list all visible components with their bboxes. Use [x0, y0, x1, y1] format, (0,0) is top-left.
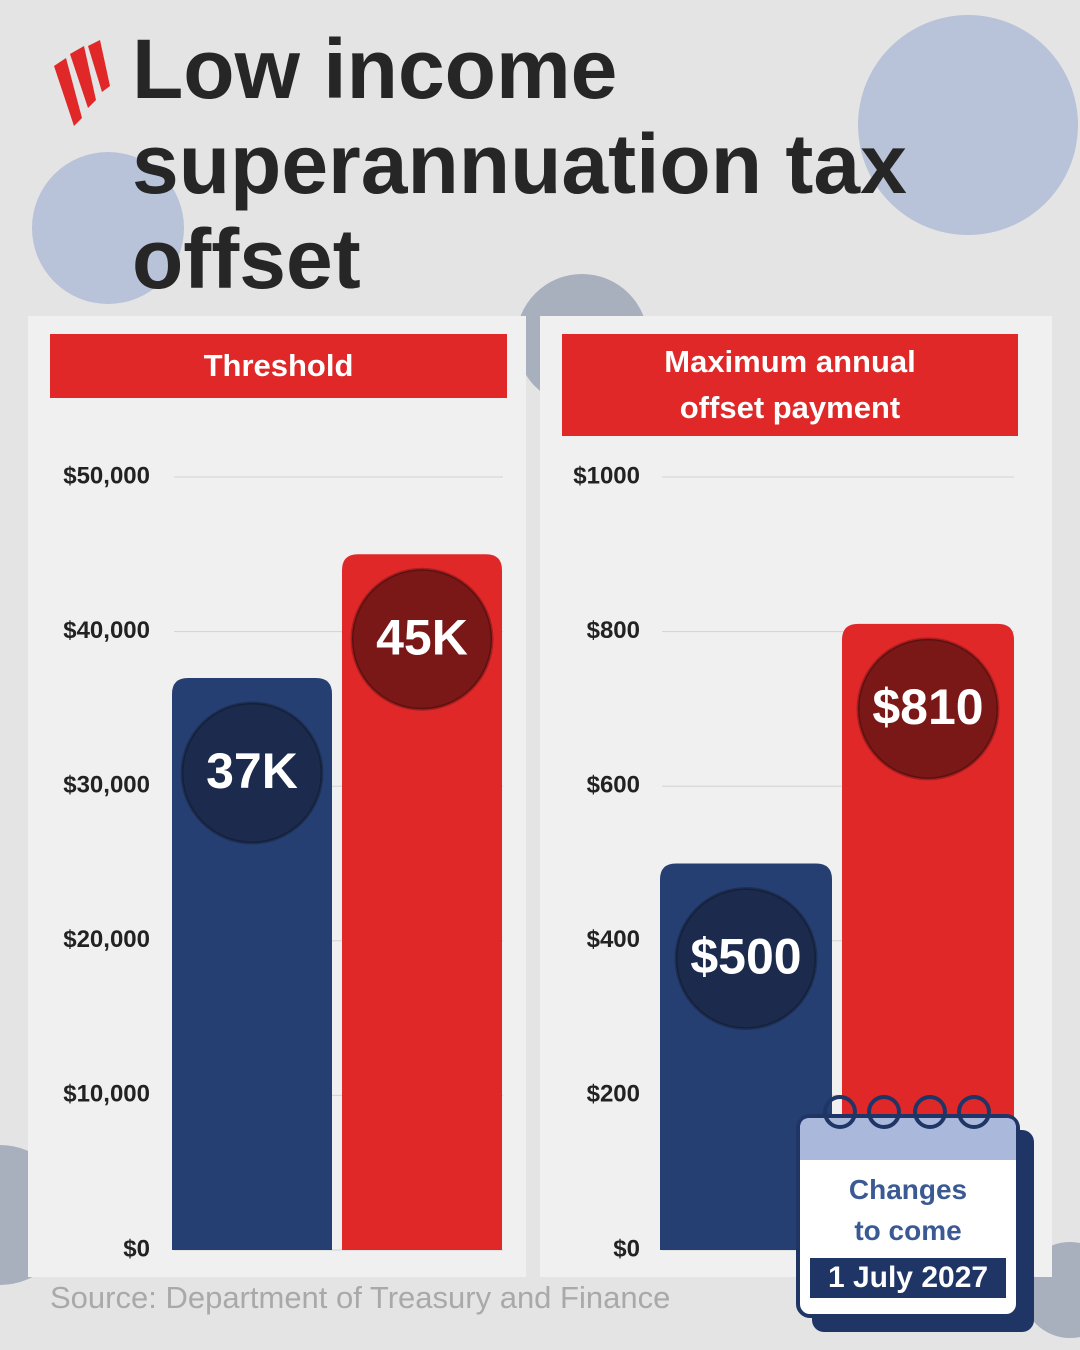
value-label: 45K	[376, 610, 468, 666]
ring	[957, 1095, 991, 1129]
y-tick-label: $400	[587, 926, 640, 953]
charts: $0 $10,000 $20,000 $30,000 $40,000 $50,000 37K…	[63, 462, 1014, 1262]
calendar-date: 1 July 2027	[827, 1261, 989, 1294]
value-label: $810	[872, 679, 983, 735]
y-tick-label: $0	[123, 1235, 150, 1262]
calendar	[796, 1095, 1034, 1332]
y-tick-label: $200	[587, 1081, 640, 1108]
value-badge	[350, 567, 494, 711]
logo	[54, 40, 110, 126]
y-tick-label: $800	[587, 617, 640, 644]
value-badge	[856, 637, 1000, 781]
y-tick-label: $1000	[573, 462, 640, 489]
calendar-top	[800, 1118, 1016, 1160]
value-badge	[180, 701, 324, 845]
date-band	[810, 1258, 1006, 1298]
calendar-text: Changes	[848, 1174, 968, 1205]
coin	[32, 152, 184, 304]
ring	[823, 1095, 857, 1129]
y-tick-label: $20,000	[63, 926, 150, 953]
logo-stroke	[54, 58, 82, 126]
source: Source: Department of Treasury and Finan…	[50, 1280, 671, 1315]
logo-stroke	[88, 40, 110, 92]
y-tick-label: $40,000	[63, 617, 150, 644]
y-tick-label: $0	[613, 1235, 640, 1262]
value-label: $500	[690, 929, 801, 985]
ring	[867, 1095, 901, 1129]
ring	[913, 1095, 947, 1129]
y-tick-label: $30,000	[63, 772, 150, 799]
calendar-text: to come	[854, 1215, 962, 1246]
coin	[858, 15, 1078, 235]
bar	[842, 623, 1014, 1250]
chart-title: Threshold	[50, 334, 507, 398]
y-tick-label: $50,000	[63, 462, 150, 489]
value-badge	[674, 887, 818, 1030]
chart-title: Maximum annual offset payment	[562, 334, 1018, 436]
y-tick-label: $10,000	[63, 1081, 150, 1108]
y-tick-label: $600	[587, 772, 640, 799]
logo-stroke	[70, 46, 96, 108]
bar	[342, 554, 502, 1250]
title: Low income superannuation tax offset	[132, 22, 907, 306]
value-label: 37K	[206, 743, 298, 799]
